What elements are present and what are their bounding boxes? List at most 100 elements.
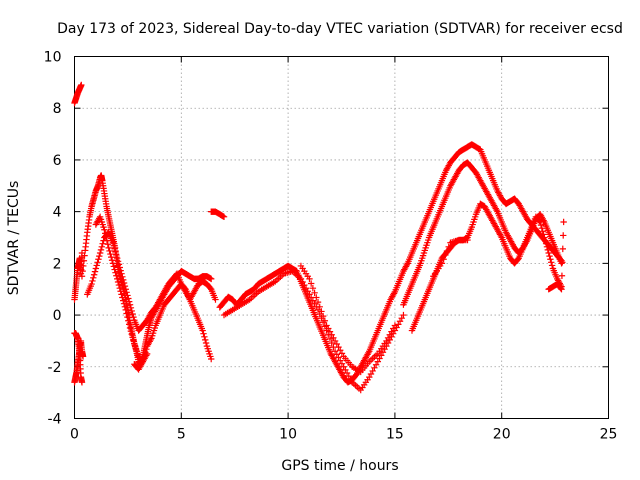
data-point — [101, 226, 108, 233]
data-point — [90, 271, 98, 278]
data-point — [120, 300, 128, 307]
data-point — [541, 234, 548, 241]
data-point — [126, 324, 134, 332]
data-point — [536, 217, 543, 225]
x-tick-label: 20 — [493, 427, 511, 443]
data-point — [547, 256, 554, 263]
grid — [74, 56, 609, 419]
data-point — [108, 257, 116, 264]
data-point — [536, 218, 544, 226]
data-point — [212, 296, 219, 303]
data-point — [311, 289, 318, 297]
tick-labels: 0 5 10 15 20 25 -4 -2 0 2 4 6 8 10 — [44, 50, 618, 443]
data-point — [114, 275, 121, 283]
data-point — [560, 232, 567, 239]
data-point — [119, 273, 126, 281]
data-point — [93, 262, 100, 269]
data-point — [129, 310, 136, 318]
data-point — [548, 259, 555, 266]
data-point — [445, 243, 452, 251]
data-point — [124, 292, 131, 299]
data-point — [545, 249, 552, 257]
data-point — [319, 312, 327, 320]
data-point — [128, 307, 135, 315]
data-point — [539, 228, 546, 235]
data-point — [121, 303, 129, 310]
data-point — [110, 263, 118, 270]
data-point — [78, 379, 86, 386]
data-point — [321, 317, 329, 324]
data-point — [81, 252, 88, 259]
data-point — [91, 268, 99, 275]
data-point — [558, 260, 565, 267]
data-point — [94, 259, 101, 266]
data-point — [464, 236, 471, 244]
data-point — [208, 275, 215, 283]
data-point — [115, 261, 123, 268]
data-point — [103, 237, 111, 244]
chart-title: Day 173 of 2023, Sidereal Day-to-day VTE… — [57, 21, 623, 37]
data-point — [108, 253, 115, 261]
data-point — [116, 264, 123, 271]
data-point — [112, 269, 119, 276]
data-point — [88, 280, 95, 288]
data-point — [220, 213, 228, 221]
data-point — [558, 286, 565, 293]
data-point — [443, 247, 451, 255]
data-point — [128, 331, 135, 338]
data-point — [400, 311, 407, 319]
data-point — [127, 327, 135, 335]
data-point — [126, 301, 134, 308]
data-point — [307, 280, 315, 287]
y-tick-label: 2 — [53, 256, 62, 272]
data-point — [559, 245, 566, 253]
y-tick-label: -4 — [48, 412, 62, 428]
x-tick-label: 25 — [600, 427, 618, 443]
data-point — [97, 246, 105, 254]
data-point — [202, 339, 210, 347]
data-point — [121, 282, 129, 290]
data-point — [98, 243, 106, 251]
data-point — [200, 330, 207, 337]
data-point — [96, 252, 103, 260]
data-point — [326, 335, 334, 343]
data-point — [201, 333, 208, 340]
data-point — [111, 266, 118, 273]
data-point — [540, 231, 547, 238]
data-point — [92, 265, 100, 272]
data-point — [115, 281, 123, 289]
data-point — [548, 262, 556, 269]
data-point — [117, 288, 124, 295]
data-point — [78, 273, 86, 280]
data-point — [544, 246, 552, 254]
data-point — [106, 247, 113, 255]
data-point — [559, 259, 566, 266]
data-point — [120, 297, 127, 304]
data-point — [111, 245, 118, 253]
data-point — [124, 313, 131, 321]
plot-frame — [74, 56, 609, 419]
x-tick-label: 15 — [386, 427, 404, 443]
data-point — [391, 322, 399, 329]
data-point — [109, 260, 117, 267]
data-point — [130, 313, 137, 321]
y-tick-label: 4 — [53, 205, 62, 221]
data-point — [78, 81, 85, 89]
data-point — [542, 237, 549, 244]
data-point — [208, 355, 215, 363]
y-tick-label: 8 — [53, 101, 62, 117]
x-tick-label: 5 — [177, 427, 186, 443]
data-point — [110, 242, 118, 249]
data-point — [113, 251, 120, 259]
data-point — [127, 304, 135, 312]
data-point — [90, 274, 97, 282]
data-point — [440, 256, 447, 263]
x-tick-label: 0 — [70, 427, 79, 443]
data-point — [306, 275, 313, 283]
data-point — [143, 350, 151, 358]
data-point — [107, 250, 114, 258]
data-point — [109, 239, 117, 246]
data-points — [71, 81, 567, 394]
y-tick-label: 6 — [53, 153, 62, 169]
